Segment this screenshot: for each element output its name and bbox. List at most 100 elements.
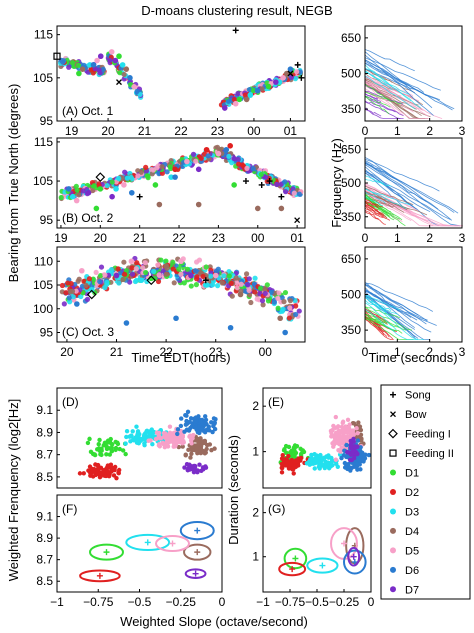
x-tick-label: 0 — [362, 231, 369, 245]
data-point-D7 — [182, 465, 187, 470]
data-point-D6 — [74, 301, 80, 307]
data-point-D1 — [264, 282, 270, 288]
y-tick-label: 2 — [252, 506, 259, 520]
data-point-D1 — [257, 285, 264, 291]
contour-line-D3 — [364, 309, 418, 340]
data-point-D6 — [66, 295, 72, 301]
x-tick-label: 0 — [362, 124, 369, 138]
data-point-D4 — [278, 205, 285, 212]
data-point-D6 — [344, 442, 349, 448]
data-point-D4 — [123, 66, 130, 72]
data-point-D6 — [90, 62, 97, 68]
data-point-D7 — [273, 79, 279, 85]
data-point-D1 — [152, 275, 158, 281]
legend-label-D4: D4 — [405, 526, 419, 538]
data-point-D6 — [223, 146, 230, 153]
data-point-D1 — [275, 305, 281, 311]
data-point-D1 — [265, 298, 272, 304]
y-tick-label: 650 — [341, 142, 361, 156]
data-point-D7 — [195, 166, 202, 173]
data-point-D6 — [251, 281, 258, 287]
data-point-D4 — [209, 447, 214, 453]
cluster-ellipse-D2 — [278, 561, 307, 577]
contour-line-D6 — [364, 296, 437, 326]
data-point-D5 — [212, 272, 219, 279]
data-point-D7 — [245, 282, 251, 288]
x-tick-label: 3 — [459, 124, 466, 138]
data-point-D6 — [212, 420, 217, 425]
data-point-D6 — [348, 465, 354, 471]
data-point-D4 — [138, 169, 144, 175]
data-point-D6 — [341, 452, 347, 458]
data-point-D3 — [138, 277, 145, 284]
data-point-D2 — [286, 315, 292, 321]
y-tick-label: 650 — [341, 31, 361, 45]
data-point-D5 — [79, 267, 85, 274]
data-point-D6 — [175, 431, 180, 437]
data-point-D4 — [176, 444, 181, 450]
cluster-ellipse-D5 — [155, 534, 190, 553]
data-point-D6 — [203, 417, 209, 423]
data-point-D5 — [178, 271, 184, 277]
data-point-D7 — [160, 268, 167, 274]
data-point-D5 — [287, 305, 293, 311]
data-point-D1 — [98, 452, 103, 457]
data-point-D6 — [178, 423, 184, 429]
y-tick-label: 9.1 — [36, 510, 53, 524]
data-point-D5 — [338, 449, 343, 454]
contour-line-D5 — [364, 182, 413, 209]
y-tick-label: 1 — [252, 550, 259, 564]
x-tick-label: −0.75 — [83, 595, 114, 609]
data-point-D1 — [158, 257, 164, 263]
data-point-D1 — [282, 289, 289, 296]
data-point-D1 — [250, 87, 257, 94]
data-point-D1 — [284, 450, 289, 455]
data-point-D4 — [199, 438, 204, 444]
data-point-D4 — [233, 275, 239, 281]
data-point-D6 — [185, 409, 191, 415]
panel-label-F: (F) — [62, 502, 77, 516]
x-tick-label: 21 — [110, 345, 124, 359]
data-point-D1 — [92, 452, 97, 457]
data-point-D5 — [163, 432, 169, 437]
y-tick-label: 1 — [252, 445, 259, 459]
data-point-D6 — [361, 452, 366, 458]
legend-symbol-D6 — [390, 566, 396, 573]
data-point-D1 — [116, 53, 122, 60]
data-point-D3 — [309, 452, 314, 458]
data-point-D4 — [259, 86, 265, 92]
data-point-D5 — [156, 443, 162, 448]
data-point-D6 — [190, 423, 195, 429]
data-point-D4 — [194, 446, 199, 451]
data-point-D4 — [183, 453, 188, 458]
contour-line-D1 — [364, 96, 390, 115]
data-point-D6 — [358, 467, 363, 472]
data-point-D3 — [124, 434, 129, 440]
y-tick-label: 9.1 — [36, 403, 53, 417]
data-point-D3 — [226, 153, 232, 159]
contour-line-D3 — [364, 191, 386, 204]
data-point-D5 — [171, 435, 177, 441]
y-tick-label: 8.5 — [36, 470, 53, 484]
data-point-D1 — [96, 442, 101, 447]
contour-line-D6 — [364, 62, 453, 111]
contour-line-D2 — [364, 197, 384, 208]
data-point-D4 — [358, 432, 364, 437]
marker-plus — [298, 74, 305, 81]
data-point-D3 — [292, 76, 299, 82]
data-point-D6 — [66, 186, 72, 192]
contour-line-D5 — [364, 80, 414, 98]
data-point-D2 — [170, 266, 176, 272]
data-point-D5 — [215, 150, 222, 157]
x-tick-label: 23 — [209, 345, 223, 359]
contour-line-D3 — [364, 188, 411, 206]
data-point-D1 — [58, 194, 64, 201]
data-point-D3 — [210, 282, 216, 288]
contour-line-D3 — [364, 196, 384, 207]
x-tick-label: 20 — [101, 124, 115, 138]
marker-cross — [287, 70, 294, 77]
x-tick-label: 22 — [172, 231, 186, 245]
data-point-D7 — [184, 462, 190, 467]
cluster-ellipse-D3 — [306, 557, 339, 574]
contour-line-D1 — [364, 306, 413, 331]
